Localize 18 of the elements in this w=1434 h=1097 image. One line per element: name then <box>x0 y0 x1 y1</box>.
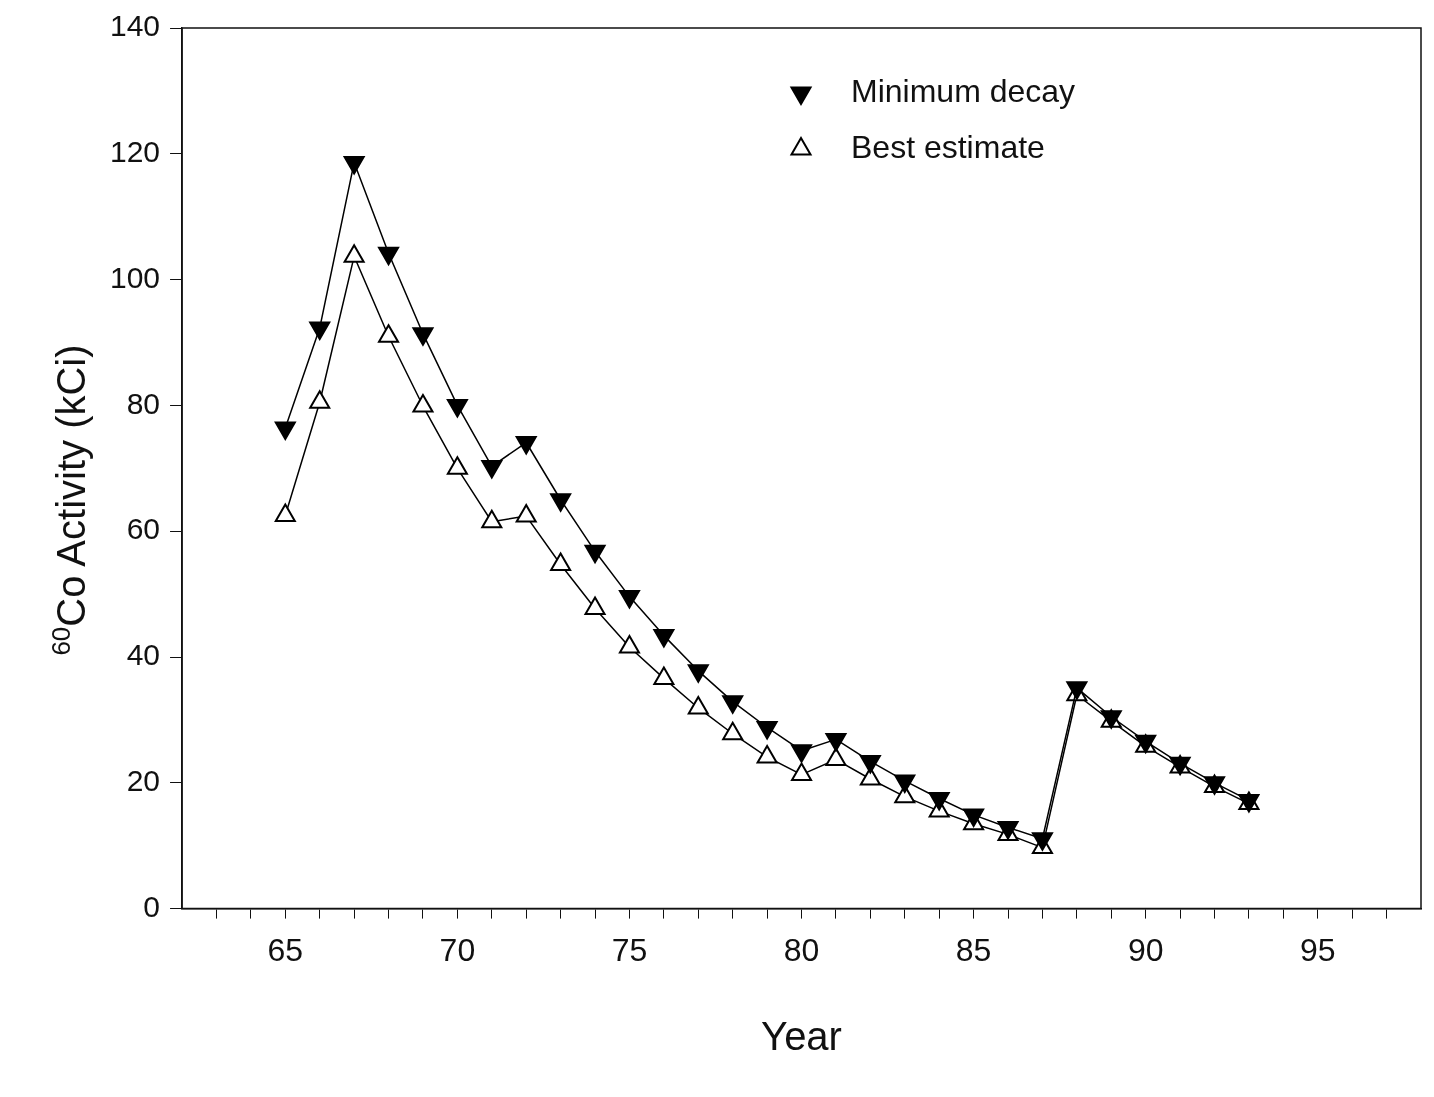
y-tick-label: 0 <box>143 889 161 923</box>
x-tick-label: 70 <box>439 931 476 968</box>
x-tick-label: 80 <box>783 931 820 968</box>
legend-label: Minimum decay <box>851 72 1076 109</box>
x-tick-label: 75 <box>611 931 648 968</box>
y-tick-label: 60 <box>126 512 161 546</box>
x-tick-label: 85 <box>955 931 992 968</box>
x-tick-label: 90 <box>1127 931 1164 968</box>
y-tick-label: 20 <box>126 764 161 798</box>
x-tick-label: 65 <box>267 931 304 968</box>
y-tick-label: 40 <box>126 638 161 672</box>
y-tick-label: 140 <box>109 9 161 43</box>
x-axis-title: Year <box>761 1014 842 1059</box>
y-tick-label: 120 <box>109 135 161 169</box>
y-tick-label: 80 <box>126 386 161 420</box>
y-tick-label: 100 <box>109 260 161 294</box>
x-tick-label: 95 <box>1299 931 1336 968</box>
legend-label: Best estimate <box>851 128 1045 165</box>
